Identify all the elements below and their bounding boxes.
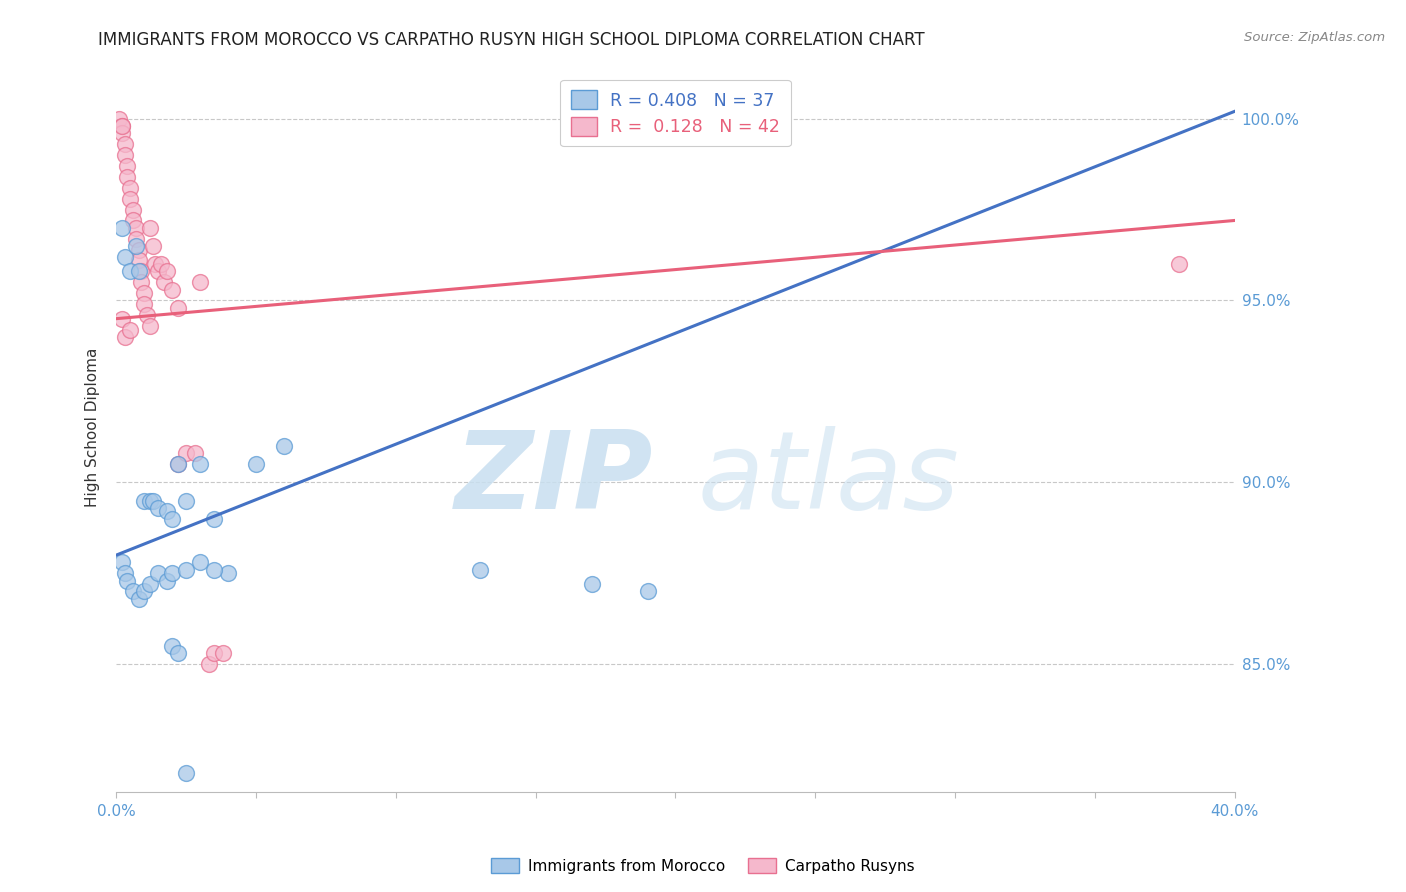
Legend: R = 0.408   N = 37, R =  0.128   N = 42: R = 0.408 N = 37, R = 0.128 N = 42 bbox=[560, 80, 790, 146]
Point bbox=[111, 119, 134, 133]
Point bbox=[128, 253, 150, 268]
Point bbox=[188, 555, 211, 569]
Point bbox=[131, 264, 153, 278]
Point bbox=[245, 457, 267, 471]
Point bbox=[637, 584, 659, 599]
Point bbox=[125, 232, 148, 246]
Point bbox=[160, 566, 183, 581]
Point bbox=[139, 577, 162, 591]
Point bbox=[120, 264, 142, 278]
Point bbox=[188, 275, 211, 289]
Point bbox=[111, 126, 134, 140]
Point bbox=[114, 566, 136, 581]
Point bbox=[142, 239, 165, 253]
Point bbox=[148, 566, 170, 581]
Point bbox=[128, 264, 150, 278]
Point bbox=[142, 493, 165, 508]
Point bbox=[134, 493, 156, 508]
Point bbox=[120, 322, 142, 336]
Point bbox=[122, 202, 145, 217]
Point bbox=[111, 220, 134, 235]
Point bbox=[131, 275, 153, 289]
Text: ZIP: ZIP bbox=[454, 425, 654, 532]
Point bbox=[134, 297, 156, 311]
Point bbox=[197, 657, 219, 672]
Point bbox=[202, 512, 225, 526]
Point bbox=[174, 766, 197, 780]
Point bbox=[108, 112, 131, 126]
Point bbox=[148, 264, 170, 278]
Point bbox=[122, 584, 145, 599]
Point bbox=[155, 264, 177, 278]
Point bbox=[166, 457, 188, 471]
Point bbox=[468, 563, 491, 577]
Point bbox=[125, 239, 148, 253]
Point bbox=[134, 286, 156, 301]
Point bbox=[166, 646, 188, 660]
Point bbox=[155, 574, 177, 588]
Point bbox=[1167, 257, 1189, 271]
Point bbox=[122, 213, 145, 227]
Point bbox=[111, 555, 134, 569]
Point bbox=[202, 563, 225, 577]
Point bbox=[114, 330, 136, 344]
Point bbox=[136, 308, 159, 322]
Point bbox=[581, 577, 603, 591]
Point bbox=[155, 504, 177, 518]
Legend: Immigrants from Morocco, Carpatho Rusyns: Immigrants from Morocco, Carpatho Rusyns bbox=[485, 852, 921, 880]
Point bbox=[273, 439, 295, 453]
Point bbox=[117, 169, 139, 184]
Point bbox=[166, 301, 188, 315]
Point bbox=[117, 159, 139, 173]
Point bbox=[114, 148, 136, 162]
Point bbox=[139, 318, 162, 333]
Point bbox=[166, 457, 188, 471]
Point bbox=[174, 493, 197, 508]
Point bbox=[188, 457, 211, 471]
Point bbox=[211, 646, 233, 660]
Point bbox=[125, 220, 148, 235]
Point bbox=[174, 446, 197, 460]
Point bbox=[139, 493, 162, 508]
Point bbox=[217, 566, 239, 581]
Point bbox=[153, 275, 176, 289]
Point bbox=[160, 512, 183, 526]
Point bbox=[183, 446, 205, 460]
Point bbox=[114, 250, 136, 264]
Point bbox=[174, 563, 197, 577]
Point bbox=[111, 119, 134, 133]
Point bbox=[145, 257, 167, 271]
Point bbox=[139, 220, 162, 235]
Point bbox=[117, 574, 139, 588]
Text: IMMIGRANTS FROM MOROCCO VS CARPATHO RUSYN HIGH SCHOOL DIPLOMA CORRELATION CHART: IMMIGRANTS FROM MOROCCO VS CARPATHO RUSY… bbox=[98, 31, 925, 49]
Point bbox=[128, 591, 150, 606]
Point bbox=[111, 311, 134, 326]
Point bbox=[202, 646, 225, 660]
Point bbox=[160, 639, 183, 653]
Point bbox=[148, 500, 170, 515]
Point bbox=[120, 192, 142, 206]
Point bbox=[134, 584, 156, 599]
Text: Source: ZipAtlas.com: Source: ZipAtlas.com bbox=[1244, 31, 1385, 45]
Point bbox=[150, 257, 173, 271]
Point bbox=[128, 243, 150, 257]
Point bbox=[120, 180, 142, 194]
Point bbox=[160, 283, 183, 297]
Point bbox=[114, 137, 136, 152]
Text: atlas: atlas bbox=[697, 426, 960, 532]
Y-axis label: High School Diploma: High School Diploma bbox=[86, 348, 100, 508]
